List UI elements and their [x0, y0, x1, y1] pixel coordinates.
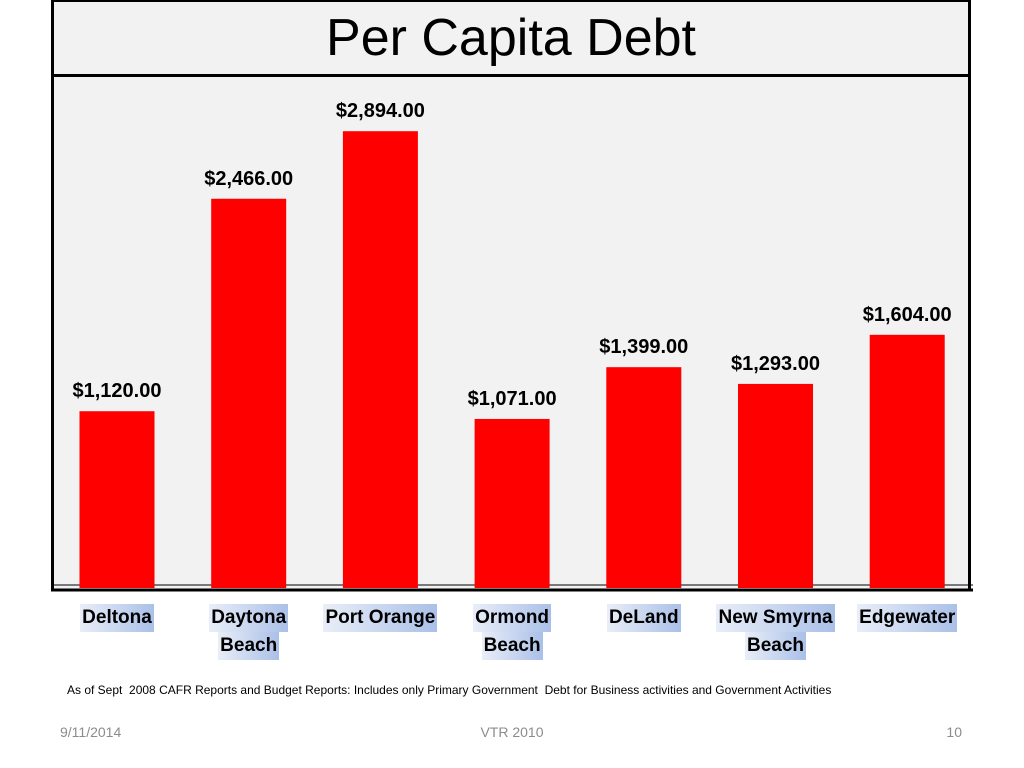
category-label: Deltona — [47, 604, 187, 632]
footer-date: 9/11/2014 — [60, 724, 122, 740]
category-label-line: Beach — [481, 632, 543, 660]
data-label: $2,466.00 — [204, 168, 293, 190]
category-label-line: Deltona — [80, 604, 154, 632]
category-label-line: Daytona — [209, 604, 289, 632]
data-label: $1,293.00 — [731, 353, 820, 375]
bar-deltona — [79, 411, 155, 588]
data-label: $1,071.00 — [468, 388, 557, 410]
slide-title: Per Capita Debt — [326, 9, 696, 67]
category-label-line: Port Orange — [323, 604, 438, 632]
category-label: Port Orange — [310, 604, 450, 632]
category-label-line: Edgewater — [857, 604, 958, 632]
bar-ormond-beach — [474, 418, 550, 588]
footer-center-text: VTR 2010 — [480, 724, 544, 740]
bar-edgewater — [869, 334, 945, 588]
bar-daytona-beach — [211, 198, 287, 588]
page-number: 10 — [946, 724, 962, 740]
title-box: Per Capita Debt — [51, 0, 971, 77]
category-label: DeLand — [574, 604, 714, 632]
bar-new-smyrna-beach — [738, 383, 813, 588]
category-label: Edgewater — [837, 604, 977, 632]
data-label: $1,120.00 — [73, 380, 162, 402]
data-label: $1,399.00 — [599, 336, 688, 358]
bar-port-orange — [342, 131, 418, 588]
data-label: $1,604.00 — [863, 304, 952, 326]
category-label: New Smyrna Beach — [706, 604, 846, 660]
data-label: $2,894.00 — [336, 100, 425, 122]
bar-deland — [606, 367, 682, 588]
category-label-line: Beach — [744, 632, 807, 660]
bar-chart: $1,120.00 $2,466.00 $2,894.00 $1,071.00 $1,3… — [51, 100, 973, 592]
source-note: As of Sept 2008 CAFR Reports and Budget … — [67, 683, 832, 697]
category-label-line: Ormond — [473, 604, 552, 632]
category-label-line: Beach — [218, 632, 280, 660]
category-label: Ormond Beach — [442, 604, 582, 660]
category-label-line: DeLand — [606, 604, 681, 632]
category-label: Daytona Beach — [179, 604, 319, 660]
category-label-line: New Smyrna — [716, 604, 835, 632]
